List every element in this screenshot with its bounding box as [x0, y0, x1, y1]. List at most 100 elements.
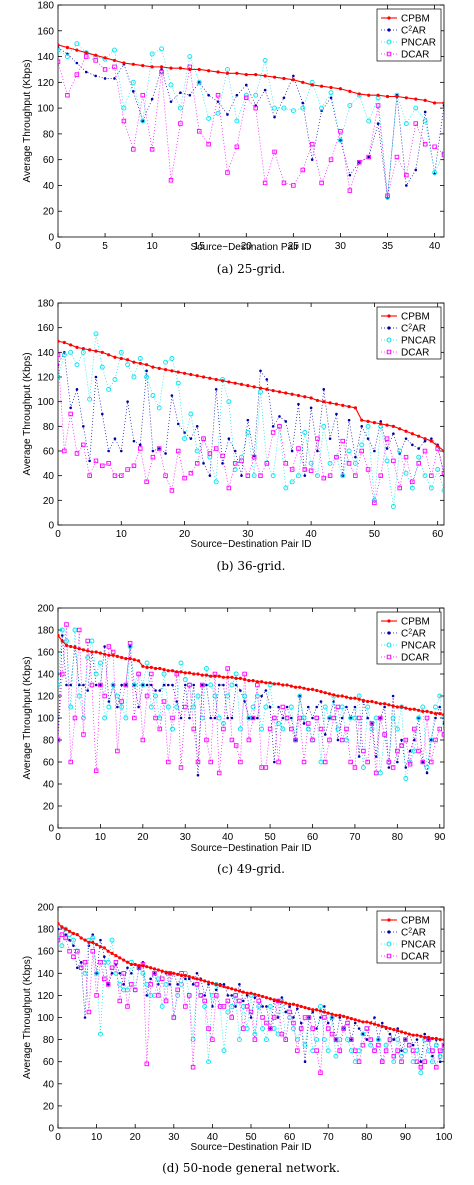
- data-point: [98, 960, 103, 965]
- data-point: [128, 645, 132, 648]
- data-point: [197, 67, 201, 72]
- data-point: [233, 671, 239, 677]
- data-point: [429, 759, 434, 765]
- data-point: [121, 118, 127, 124]
- data-point: [188, 67, 192, 72]
- data-point: [322, 400, 326, 404]
- data-point: [272, 715, 277, 721]
- data-point: [429, 710, 433, 715]
- legend-label: DCAR: [401, 653, 429, 664]
- data-point: [64, 933, 68, 936]
- data-point: [215, 92, 221, 98]
- data-point: [114, 693, 120, 699]
- data-point: [258, 389, 263, 395]
- y-tick-label: 60: [43, 155, 55, 166]
- data-point: [252, 1031, 258, 1037]
- series-line: [58, 354, 444, 503]
- data-point: [330, 1016, 334, 1019]
- data-point: [157, 726, 163, 732]
- data-point: [233, 993, 238, 998]
- data-point: [64, 643, 69, 648]
- data-point: [335, 726, 341, 732]
- y-tick-label: 60: [43, 447, 55, 458]
- data-point: [113, 77, 116, 80]
- data-point: [316, 449, 319, 453]
- data-point: [225, 693, 231, 699]
- data-point: [291, 1020, 296, 1026]
- data-point: [314, 715, 319, 721]
- x-tick-label: 30: [168, 1132, 180, 1143]
- data-point: [168, 82, 174, 88]
- data-point: [416, 461, 421, 466]
- data-point: [403, 470, 409, 476]
- data-point: [400, 1049, 403, 1052]
- data-point: [282, 76, 286, 81]
- data-point: [93, 671, 99, 677]
- data-point: [169, 66, 173, 70]
- data-point: [88, 459, 91, 463]
- data-point: [107, 700, 111, 703]
- data-point: [106, 644, 112, 649]
- data-point: [241, 999, 245, 1003]
- data-point: [284, 715, 290, 721]
- data-point: [342, 1014, 346, 1018]
- data-point: [209, 716, 213, 720]
- data-point: [365, 467, 371, 472]
- y-tick-label: 160: [37, 947, 54, 958]
- data-point: [216, 770, 222, 776]
- data-point: [359, 448, 364, 454]
- data-point: [270, 430, 276, 435]
- data-point: [394, 726, 400, 732]
- data-point: [144, 363, 149, 367]
- data-point: [289, 479, 295, 485]
- data-point: [403, 1031, 407, 1035]
- chart-panel-3: 0 20 40 60 80 100 120 140 160 180 200 0 10 20 30 40 50 60…: [22, 903, 453, 1176]
- data-point: [226, 485, 232, 491]
- data-point: [323, 1005, 326, 1008]
- legend-label: C2AR: [401, 26, 426, 37]
- data-point: [411, 1033, 415, 1037]
- data-point: [284, 420, 288, 423]
- data-point: [438, 1060, 442, 1063]
- data-point: [196, 79, 202, 85]
- data-point: [268, 1026, 273, 1031]
- legend-marker: [387, 314, 391, 318]
- x-tick-label: 60: [284, 1132, 296, 1143]
- data-point: [259, 765, 264, 770]
- data-point: [128, 657, 132, 661]
- y-tick-label: 60: [43, 1057, 55, 1068]
- data-point: [378, 715, 383, 721]
- data-point: [256, 1004, 262, 1009]
- data-point: [430, 1036, 435, 1041]
- data-point: [121, 971, 126, 976]
- x-tick-label: 25: [288, 241, 300, 252]
- data-point: [398, 427, 402, 431]
- data-point: [396, 1027, 399, 1030]
- series-dcar: [58, 622, 444, 776]
- data-point: [182, 677, 188, 682]
- data-point: [93, 458, 99, 464]
- legend-marker: [386, 654, 392, 660]
- data-point: [126, 358, 130, 362]
- data-point: [179, 670, 183, 674]
- data-point: [175, 670, 179, 674]
- data-point: [132, 987, 138, 993]
- data-point: [408, 707, 412, 711]
- data-point: [170, 669, 175, 673]
- data-point: [268, 997, 272, 1001]
- data-point: [251, 454, 257, 460]
- data-point: [234, 144, 240, 150]
- data-point: [187, 682, 192, 688]
- data-point: [360, 1031, 366, 1037]
- y-tick-label: 200: [37, 604, 54, 615]
- data-point: [58, 737, 61, 743]
- series-line: [58, 333, 444, 507]
- data-point: [120, 655, 124, 660]
- data-point: [74, 72, 80, 77]
- data-point: [300, 167, 306, 173]
- legend-label: CPBM: [401, 916, 430, 927]
- data-point: [191, 704, 197, 710]
- data-point: [357, 755, 361, 758]
- x-tick-label: 80: [361, 1132, 373, 1143]
- data-point: [113, 355, 117, 359]
